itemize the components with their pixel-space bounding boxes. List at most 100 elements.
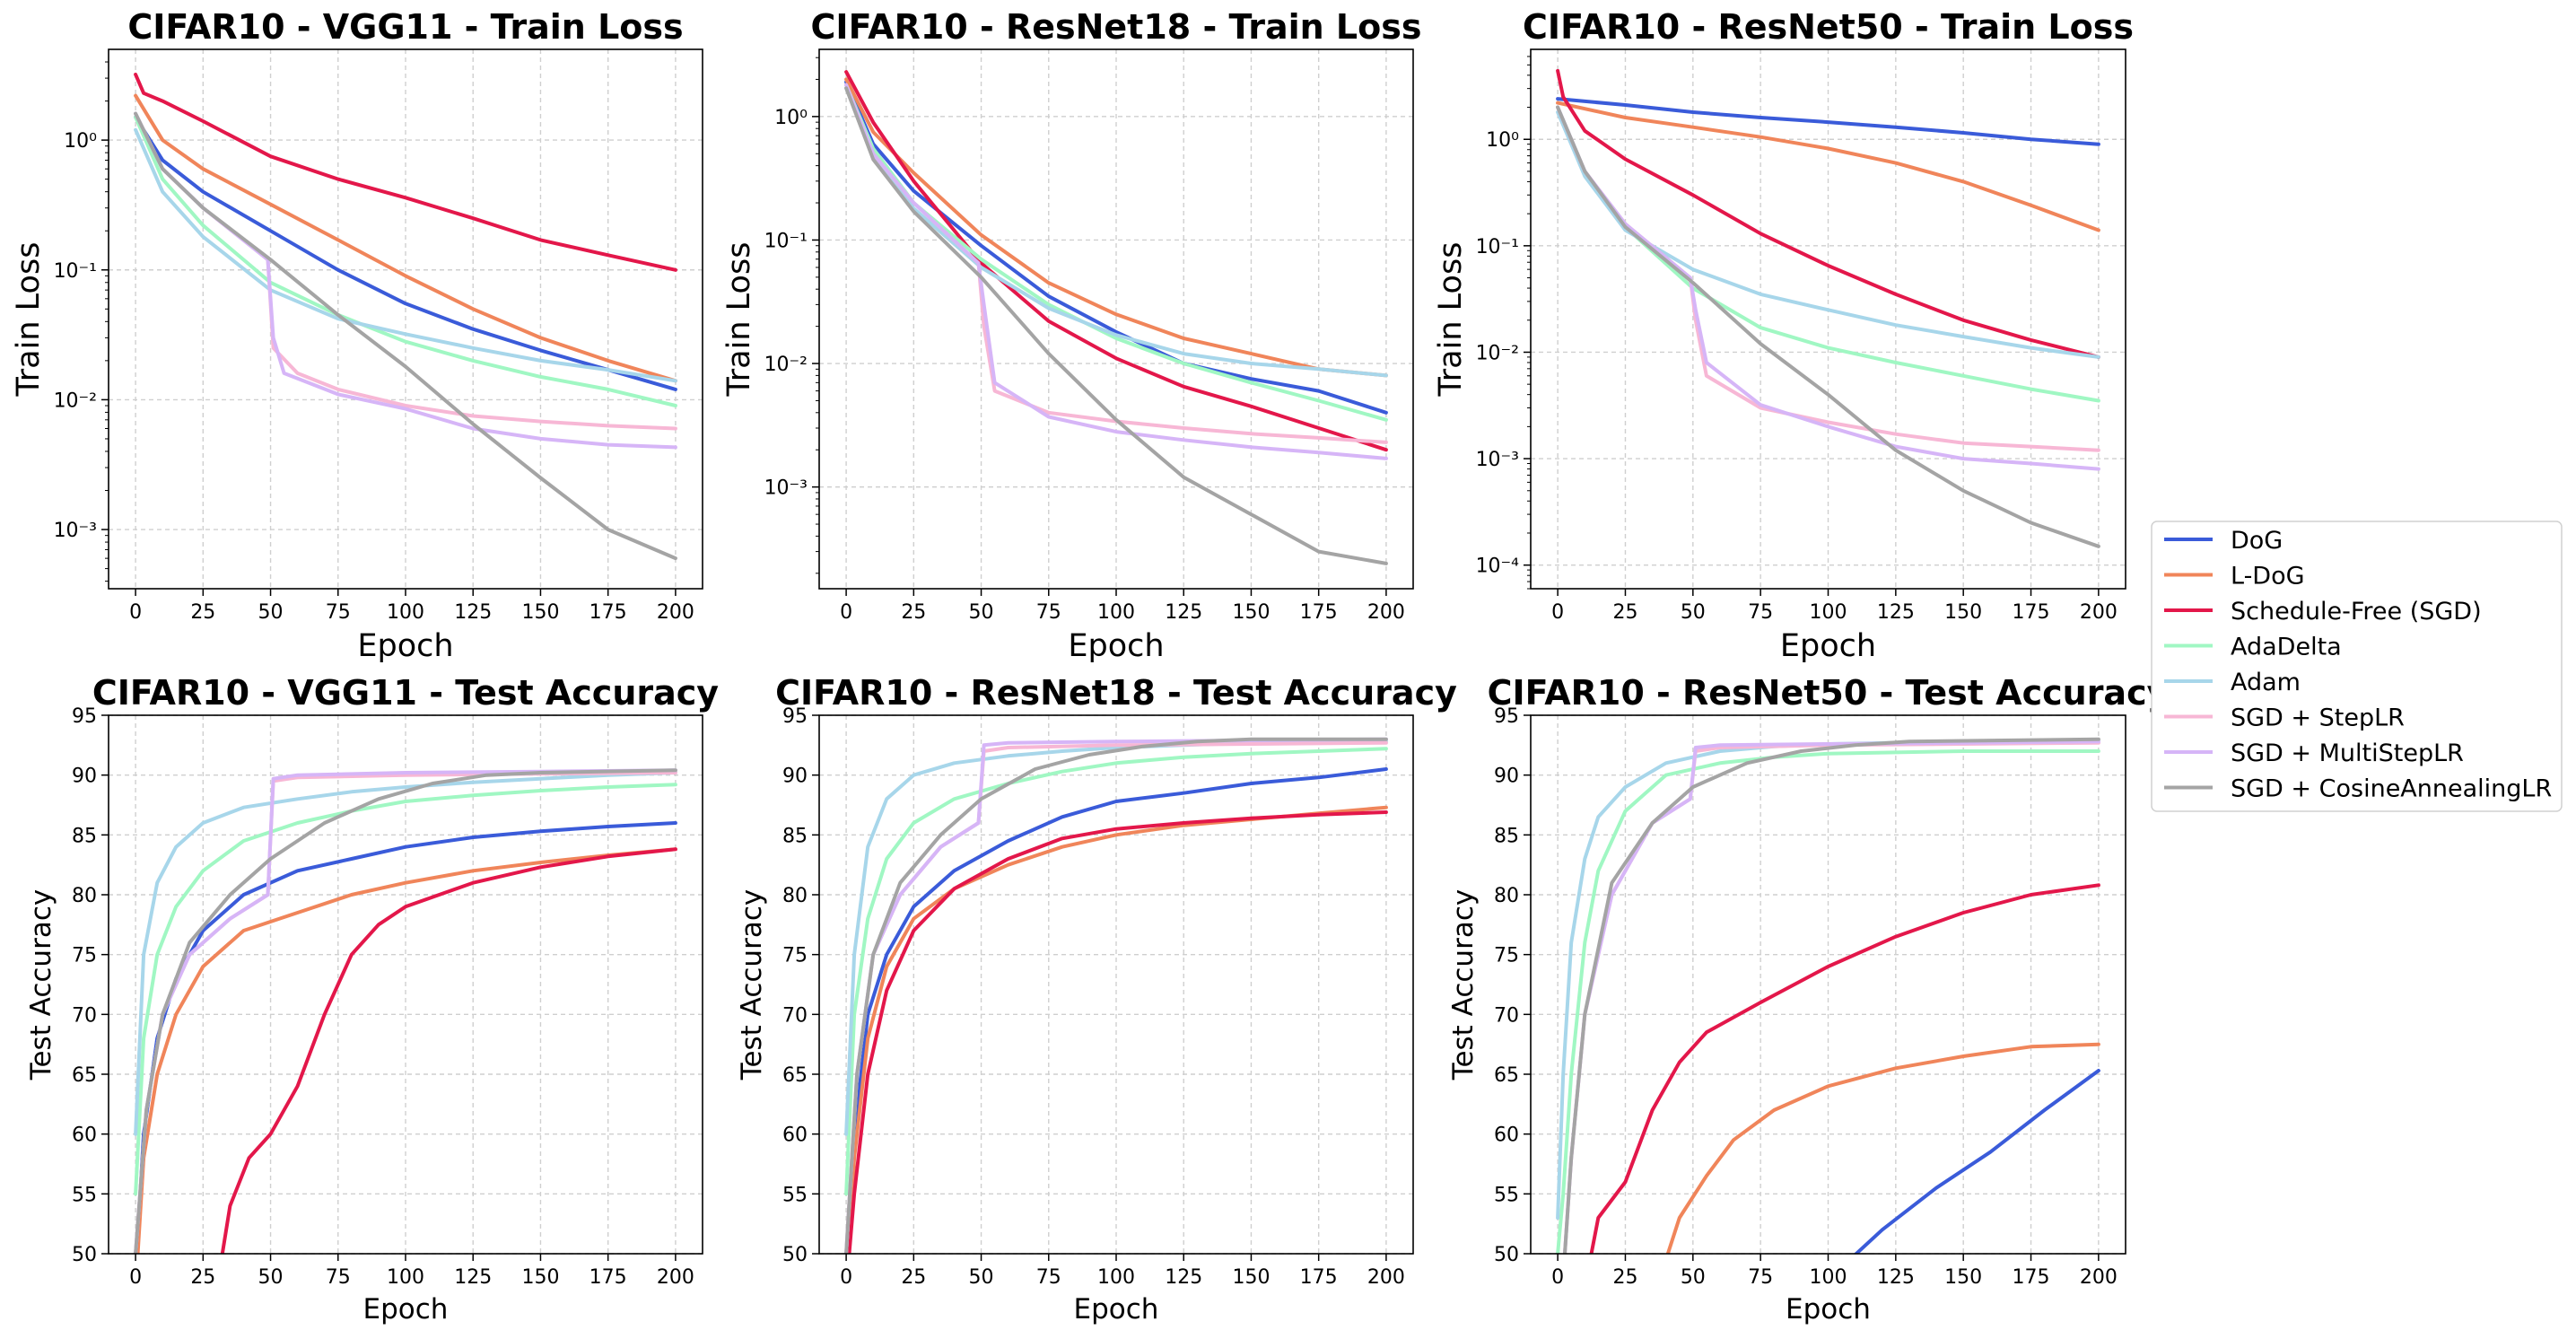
x-axis-label: Epoch — [357, 628, 453, 664]
x-tick-label: 75 — [1748, 601, 1773, 624]
x-tick-label: 0 — [840, 601, 852, 624]
y-tick-label: 55 — [782, 1184, 808, 1206]
x-tick-label: 25 — [190, 601, 215, 624]
y-tick-label: 10⁻² — [54, 389, 97, 412]
y-axis-label: Train Loss — [721, 242, 757, 398]
x-tick-label: 0 — [1551, 601, 1564, 624]
y-tick-label: 95 — [782, 705, 808, 728]
y-tick-label: 10⁰ — [774, 107, 808, 129]
chart-panel-2: 0 25 50 75 100 125 150 175 200 10⁻³ 10⁻² 10⁻¹ 10⁰ CIF… — [721, 7, 1421, 664]
series-line-dog — [134, 115, 677, 391]
x-tick-label: 75 — [1036, 1266, 1061, 1289]
x-tick-label: 150 — [521, 1266, 559, 1289]
y-tick-label: 70 — [72, 1004, 97, 1027]
y-tick-label: 75 — [782, 945, 808, 967]
legend-label-sgd-multisteplr: SGD + MultiStepLR — [2231, 739, 2464, 767]
x-tick-label: 150 — [1944, 1266, 1982, 1289]
x-tick-label: 200 — [657, 601, 694, 624]
series-line-dog — [1556, 97, 2100, 146]
series-line-adadelta — [134, 783, 677, 1196]
y-tick-label: 80 — [782, 885, 808, 907]
series-line-sgd-multisteplr — [134, 768, 677, 1254]
chart-title: CIFAR10 - VGG11 - Test Accuracy — [92, 673, 719, 713]
series-line-sgd-cosineannealinglr — [1562, 737, 2100, 1254]
chart-panel-3: 0 25 50 75 100 125 150 175 200 10⁻⁴ 10⁻³ 10⁻² 10⁻¹ 10… — [1433, 7, 2134, 664]
series-line-schedule-free-sgd — [844, 70, 1388, 452]
legend-label-adadelta: AdaDelta — [2231, 634, 2342, 661]
y-tick-label: 80 — [72, 885, 97, 907]
x-tick-label: 175 — [589, 601, 627, 624]
series-line-adadelta — [1556, 749, 2100, 1254]
x-tick-label: 125 — [1165, 1266, 1202, 1289]
series-line-adam — [1556, 110, 2100, 359]
y-tick-label: 90 — [72, 766, 97, 788]
x-tick-label: 25 — [1612, 1266, 1637, 1289]
y-tick-label: 70 — [782, 1004, 808, 1027]
chart-panel-5: 0 25 50 75 100 125 150 175 200 50 55 60 65 70 75 80 85 90… — [736, 673, 1457, 1326]
x-axis-label: Epoch — [1786, 1293, 1871, 1326]
y-axis-label: Train Loss — [1433, 242, 1469, 398]
y-tick-label: 10⁻³ — [54, 520, 97, 542]
series-line-schedule-free-sgd — [1556, 68, 2100, 359]
series-line-l-dog — [134, 93, 677, 383]
y-tick-label: 65 — [782, 1064, 808, 1087]
y-tick-label: 50 — [782, 1244, 808, 1266]
series-line-sgd-cosineannealinglr — [844, 737, 1388, 1254]
series-line-adam — [844, 86, 1388, 378]
x-tick-label: 50 — [1681, 1266, 1706, 1289]
legend-label-adam: Adam — [2231, 669, 2301, 696]
x-axis-label: Epoch — [1074, 1293, 1159, 1326]
x-tick-label: 25 — [1612, 601, 1637, 624]
x-tick-label: 0 — [129, 601, 142, 624]
x-tick-label: 75 — [326, 1266, 351, 1289]
x-axis-label: Epoch — [363, 1293, 449, 1326]
x-tick-label: 125 — [454, 601, 492, 624]
y-axis-label: Test Accuracy — [736, 889, 768, 1081]
x-tick-label: 100 — [387, 1266, 424, 1289]
chart-title: CIFAR10 - ResNet18 - Test Accuracy — [775, 673, 1457, 713]
y-tick-label: 65 — [1494, 1064, 1519, 1087]
x-tick-label: 25 — [901, 1266, 926, 1289]
x-tick-label: 100 — [387, 601, 424, 624]
x-tick-label: 75 — [1036, 601, 1061, 624]
y-axis-label: Test Accuracy — [1447, 889, 1480, 1081]
legend-label-dog: DoG — [2231, 527, 2283, 555]
x-tick-label: 125 — [454, 1266, 492, 1289]
y-tick-label: 85 — [782, 825, 808, 847]
series-line-dog — [1853, 1069, 2100, 1254]
x-tick-label: 0 — [129, 1266, 142, 1289]
x-tick-label: 0 — [1551, 1266, 1564, 1289]
series-line-sgd-cosineannealinglr — [134, 111, 677, 561]
x-tick-label: 125 — [1877, 601, 1915, 624]
x-tick-label: 125 — [1165, 601, 1202, 624]
series-line-schedule-free-sgd — [220, 847, 677, 1254]
legend-label-l-dog: L-DoG — [2231, 563, 2305, 591]
legend: DoG L-DoG Schedule-Free (SGD) AdaDelta Adam S… — [2151, 521, 2563, 812]
y-tick-label: 55 — [1494, 1184, 1519, 1206]
series-line-l-dog — [135, 847, 677, 1254]
y-tick-label: 80 — [1494, 885, 1519, 907]
series-line-sgd-multisteplr — [844, 83, 1388, 460]
y-tick-label: 85 — [1494, 825, 1519, 847]
series-line-schedule-free-sgd — [847, 810, 1388, 1254]
x-tick-label: 175 — [2013, 1266, 2050, 1289]
x-tick-label: 75 — [326, 601, 351, 624]
y-tick-label: 10⁻⁴ — [1476, 556, 1520, 578]
y-tick-label: 10⁻² — [764, 354, 808, 376]
y-tick-label: 55 — [72, 1184, 97, 1206]
legend-label-schedule-free-sgd: Schedule-Free (SGD) — [2231, 598, 2482, 626]
series-line-dog — [845, 767, 1388, 1254]
chart-title: CIFAR10 - VGG11 - Train Loss — [127, 7, 683, 47]
x-tick-label: 175 — [2013, 601, 2050, 624]
x-tick-label: 200 — [657, 1266, 694, 1289]
y-tick-label: 60 — [782, 1124, 808, 1147]
x-tick-label: 50 — [1681, 601, 1706, 624]
chart-title: CIFAR10 - ResNet18 - Train Loss — [811, 7, 1422, 47]
x-tick-label: 100 — [1097, 601, 1135, 624]
y-tick-label: 10⁰ — [1486, 129, 1519, 152]
y-tick-label: 95 — [1494, 705, 1519, 728]
y-tick-label: 90 — [782, 766, 808, 788]
x-tick-label: 25 — [190, 1266, 215, 1289]
series-line-l-dog — [1665, 1042, 2100, 1254]
